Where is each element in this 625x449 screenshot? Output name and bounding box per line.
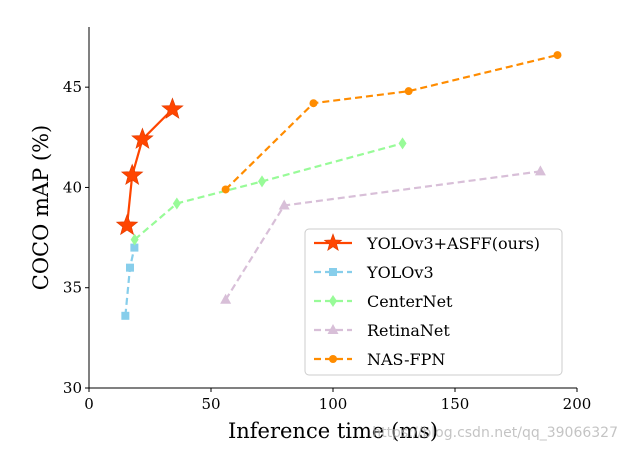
- series-yolov3-asff-ours: [115, 97, 184, 236]
- legend-item-centernet: CenterNet: [314, 292, 453, 311]
- legend-marker: [329, 355, 337, 363]
- legend-label: RetinaNet: [367, 321, 450, 340]
- axes: 0 50 100 150 200 30 35 40 45: [63, 27, 591, 413]
- y-tick-label: 40: [63, 178, 82, 196]
- x-tick-label: 150: [441, 395, 470, 413]
- data-point-yolov3: [121, 311, 130, 320]
- legend-label: YOLOv3+ASFF(ours): [366, 234, 540, 253]
- y-tick-label: 35: [63, 279, 82, 297]
- data-point-centernet: [398, 137, 407, 150]
- legend-marker: [323, 233, 343, 251]
- legend-marker: [329, 268, 337, 276]
- legend: YOLOv3+ASFF(ours) YOLOv3 CenterNet RetinaNe…: [304, 228, 563, 376]
- x-tick-label: 50: [201, 395, 220, 413]
- data-point-centernet: [130, 233, 139, 246]
- data-point-yolov3: [125, 263, 134, 272]
- series-line-centernet: [133, 142, 403, 241]
- data-point-retinanet: [278, 199, 290, 210]
- y-axis-label: COCO mAP (%): [29, 125, 53, 290]
- series-yolov3: [121, 243, 139, 320]
- x-tick-label: 100: [319, 395, 348, 413]
- x-tick-label: 0: [84, 395, 94, 413]
- legend-item-retinanet: RetinaNet: [314, 321, 450, 340]
- series-nas-fpn: [221, 51, 562, 194]
- series-retinanet: [220, 165, 546, 304]
- legend-item-yolov3-asff-ours: YOLOv3+ASFF(ours): [314, 233, 540, 253]
- legend-marker: [327, 324, 339, 334]
- data-point-centernet: [257, 175, 266, 188]
- data-point-centernet: [172, 197, 181, 210]
- legend-label: YOLOv3: [366, 263, 434, 282]
- watermark: https://blog.csdn.net/qq_39066327: [372, 425, 618, 441]
- data-point-yolov3-asff-ours: [115, 213, 139, 236]
- legend-marker: [329, 295, 337, 307]
- data-point-nas-fpn: [221, 185, 230, 194]
- data-point-yolov3-asff-ours: [161, 97, 184, 119]
- x-axis-label: Inference time (ms): [228, 419, 438, 443]
- data-point-retinanet: [534, 165, 546, 176]
- data-point-nas-fpn: [404, 87, 413, 96]
- series-layer: [115, 51, 562, 320]
- series-line-nas-fpn: [224, 54, 558, 191]
- data-point-nas-fpn: [309, 99, 318, 108]
- y-tick-label: 45: [63, 78, 82, 96]
- legend-item-nas-fpn: NAS-FPN: [314, 350, 445, 369]
- y-tick-label: 30: [63, 379, 82, 397]
- data-point-yolov3-asff-ours: [131, 127, 154, 149]
- series-centernet: [130, 137, 407, 246]
- series-line-yolov3: [124, 247, 136, 316]
- series-line-yolov3-asff-ours: [125, 108, 174, 226]
- legend-box: [304, 228, 563, 376]
- legend-label: CenterNet: [367, 292, 453, 311]
- data-point-yolov3: [130, 243, 139, 252]
- legend-label: NAS-FPN: [367, 350, 445, 369]
- data-point-yolov3-asff-ours: [120, 163, 144, 186]
- legend-item-yolov3: YOLOv3: [314, 263, 434, 282]
- data-point-retinanet: [220, 293, 232, 304]
- data-point-nas-fpn: [553, 51, 562, 60]
- x-tick-label: 200: [563, 395, 592, 413]
